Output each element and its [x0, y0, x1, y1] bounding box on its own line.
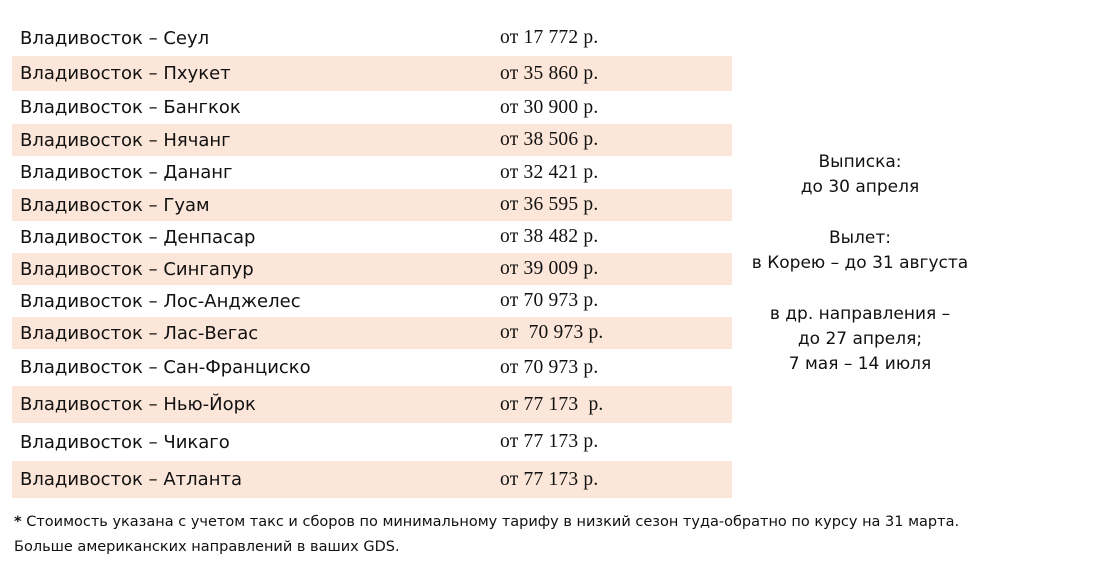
fare-row: Владивосток – Лас-Вегас от 70 973 р. [12, 317, 732, 349]
fare-row: Владивосток – Нячанг от 38 506 р. [12, 124, 732, 156]
route-name: Владивосток – Бангкок [20, 97, 241, 118]
departure-other-line: 7 мая – 14 июля [788, 354, 932, 374]
route-name: Владивосток – Пхукет [20, 63, 231, 84]
route-name: Владивосток – Сеул [20, 27, 210, 49]
route-price: от 17 772 р. [500, 27, 599, 48]
fares-table: Владивосток – Сеул от 17 772 р. Владивос… [12, 20, 732, 498]
route-name: Владивосток – Нячанг [20, 129, 231, 151]
departure-other-line: в др. направления – [769, 304, 951, 324]
route-price: от 70 973 р. [500, 290, 599, 311]
route-name: Владивосток – Лос-Анджелес [20, 290, 301, 312]
departure-other-line: до 27 апреля; [797, 329, 923, 349]
fare-row: Владивосток – Дананг от 32 421 р. [12, 156, 732, 189]
footnote-star: * [14, 514, 22, 530]
fare-row: Владивосток – Сеул от 17 772 р. [12, 20, 732, 56]
route-price: от 70 973 р. [500, 322, 604, 343]
fare-row: Владивосток – Бангкок от 30 900 р. [12, 91, 732, 124]
route-price: от 70 973 р. [500, 356, 599, 378]
route-price: от 38 506 р. [500, 129, 599, 150]
route-price: от 38 482 р. [500, 226, 599, 247]
footnote-line: * Стоимость указана с учетом такс и сбор… [14, 510, 1084, 535]
fare-row: Владивосток – Сан-Франциско от 70 973 р. [12, 349, 732, 386]
route-name: Владивосток – Дананг [20, 162, 233, 183]
route-price: от 30 900 р. [500, 96, 599, 118]
route-name: Владивосток – Денпасар [20, 226, 256, 248]
fare-row: Владивосток – Сингапур от 39 009 р. [12, 253, 732, 285]
fare-row: Владивосток – Нью-Йорк от 77 173 р. [12, 386, 732, 423]
route-price: от 77 173 р. [500, 468, 599, 490]
route-name: Владивосток – Нью-Йорк [20, 394, 256, 415]
route-price: от 77 173 р. [500, 393, 604, 415]
route-name: Владивосток – Сингапур [20, 258, 254, 280]
departure-label: Вылет: [828, 228, 892, 248]
fare-row: Владивосток – Гуам от 36 595 р. [12, 189, 732, 221]
route-price: от 39 009 р. [500, 258, 599, 279]
route-price: от 77 173 р. [500, 431, 599, 452]
footnote-line: Больше американских направлений в ваших … [14, 539, 400, 555]
fare-row: Владивосток – Чикаго от 77 173 р. [12, 423, 732, 461]
footnote: * Стоимость указана с учетом такс и сбор… [14, 510, 1084, 560]
fare-row: Владивосток – Лос-Анджелес от 70 973 р. [12, 285, 732, 317]
route-price: от 32 421 р. [500, 161, 599, 183]
footnote-text: Стоимость указана с учетом такс и сборов… [21, 514, 960, 530]
route-name: Владивосток – Гуам [20, 194, 210, 216]
departure-korea: в Корею – до 31 августа [751, 253, 969, 273]
route-name: Владивосток – Чикаго [20, 431, 230, 453]
route-name: Владивосток – Атланта [20, 469, 242, 490]
route-name: Владивосток – Сан-Франциско [20, 357, 311, 378]
route-price: от 35 860 р. [500, 62, 599, 84]
issue-label: Выписка: [818, 152, 902, 172]
route-name: Владивосток – Лас-Вегас [20, 322, 259, 344]
fare-row: Владивосток – Денпасар от 38 482 р. [12, 221, 732, 253]
fare-row: Владивосток – Пхукет от 35 860 р. [12, 56, 732, 91]
fare-row: Владивосток – Атланта от 77 173 р. [12, 461, 732, 498]
route-price: от 36 595 р. [500, 194, 599, 215]
issue-deadline: до 30 апреля [800, 177, 920, 197]
booking-conditions: Выписка: до 30 апреля Вылет: в Корею – д… [740, 150, 980, 377]
